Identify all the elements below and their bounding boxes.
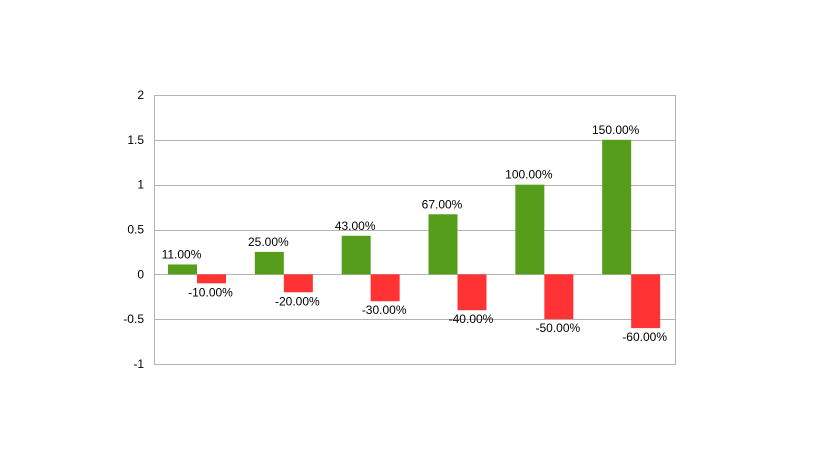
data-label: -40.00% bbox=[449, 312, 494, 326]
y-tick-label: 0 bbox=[137, 267, 144, 281]
data-label: -30.00% bbox=[362, 303, 407, 317]
data-label: -60.00% bbox=[622, 330, 667, 344]
bar-negative bbox=[457, 274, 487, 311]
bar-negative bbox=[544, 274, 574, 320]
bar-negative bbox=[283, 274, 313, 293]
bar-positive bbox=[428, 214, 458, 275]
y-axis-tick-labels: 2 1.5 1 0.5 0 -0.5 -1 bbox=[123, 88, 144, 371]
bar-positive bbox=[515, 184, 545, 275]
data-label: 100.00% bbox=[505, 168, 553, 182]
y-tick-label: 1.5 bbox=[127, 133, 144, 147]
data-labels: 11.00% -10.00% 25.00% -20.00% 43.00% -30.00% 6… bbox=[162, 123, 668, 344]
data-label: 67.00% bbox=[422, 197, 463, 211]
y-tick-label: 1 bbox=[137, 178, 144, 192]
y-tick-label: -1 bbox=[133, 357, 144, 371]
data-label: 25.00% bbox=[248, 235, 289, 249]
bar-positive bbox=[168, 264, 197, 275]
bar-positive bbox=[254, 251, 284, 275]
data-label: 11.00% bbox=[162, 247, 202, 261]
bar-positive bbox=[602, 139, 632, 275]
data-label: -20.00% bbox=[275, 294, 320, 308]
bar-negative bbox=[197, 274, 226, 284]
bar-positive bbox=[341, 235, 371, 275]
plot-area-border bbox=[154, 95, 676, 365]
y-tick-label: 2 bbox=[137, 88, 144, 102]
y-tick-label: 0.5 bbox=[127, 223, 144, 237]
data-label: -50.00% bbox=[535, 321, 580, 335]
data-label: -10.00% bbox=[188, 285, 233, 299]
bar-negative bbox=[370, 274, 400, 302]
bar-negative bbox=[631, 274, 661, 329]
data-label: 150.00% bbox=[592, 123, 640, 137]
bars bbox=[168, 139, 661, 329]
data-label: 43.00% bbox=[335, 219, 376, 233]
y-tick-label: -0.5 bbox=[123, 312, 144, 326]
